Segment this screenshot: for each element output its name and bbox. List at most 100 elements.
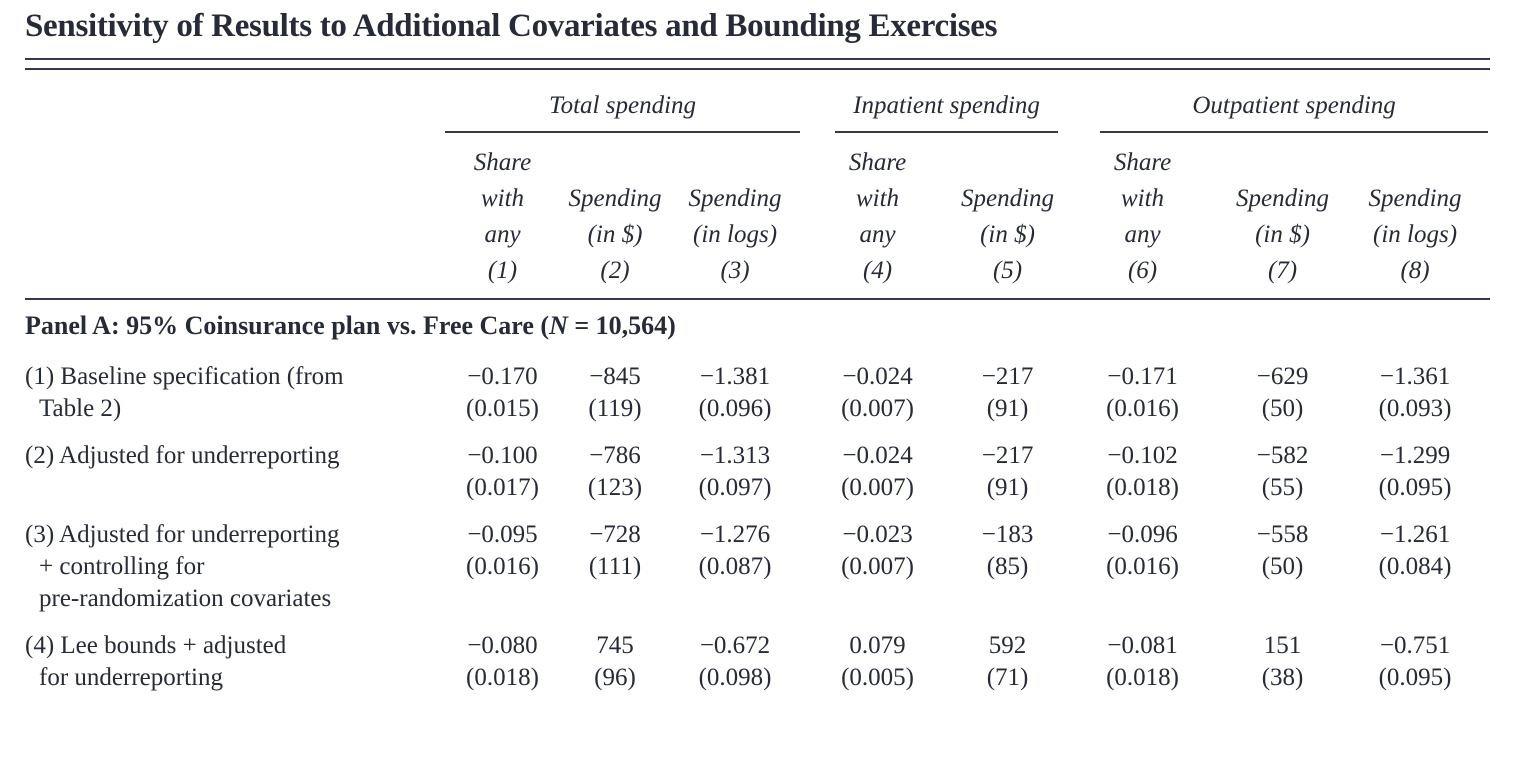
std-error: (0.016): [466, 553, 539, 580]
spanner-rule: [835, 131, 1059, 133]
std-error: (38): [1261, 664, 1304, 691]
estimate-cell: −0.170 (0.015): [445, 346, 560, 425]
std-error: (0.096): [698, 395, 772, 422]
spanner-total-spending: Total spending: [445, 76, 801, 133]
std-error: (91): [986, 395, 1029, 422]
column-header-line: Spending: [1236, 185, 1330, 212]
column-header-line: any: [859, 221, 896, 248]
estimate-cell: −0.023 (0.007): [800, 504, 955, 615]
estimate-value: −183: [981, 521, 1034, 548]
top-double-rule: [25, 58, 1490, 70]
estimate-value: −1.361: [1379, 363, 1451, 390]
estimate-value: 0.079: [849, 632, 906, 659]
std-error: (0.097): [698, 474, 772, 501]
column-header-line: (in logs): [693, 221, 778, 248]
estimate-value: −0.080: [467, 632, 538, 659]
std-error: (0.017): [466, 474, 539, 501]
row-label: (4) Lee bounds + adjusted for underrepor…: [25, 615, 445, 694]
std-error: (50): [1261, 553, 1304, 580]
estimate-cell: −0.080 (0.018): [445, 615, 560, 694]
table-title: Sensitivity of Results to Additional Cov…: [25, 8, 998, 44]
estimate-cell: −0.100 (0.017): [445, 425, 560, 504]
column-header-8: Spending (in logs) (8): [1340, 133, 1491, 300]
column-group-total-spending: Total spending: [445, 76, 801, 133]
std-error: (0.007): [841, 553, 914, 580]
column-header-line: with: [480, 185, 525, 212]
std-error: (91): [986, 474, 1029, 501]
estimate-cell: −629 (50): [1225, 346, 1340, 425]
column-header-4: Share with any (4): [800, 133, 956, 300]
estimate-cell: −728 (111): [560, 504, 670, 615]
estimate-cell: −0.024 (0.007): [800, 346, 955, 425]
column-header-line: Spending: [688, 185, 782, 212]
estimate-value: −845: [589, 363, 641, 390]
column-group-inpatient-spending: Inpatient spending: [800, 76, 1060, 133]
column-number: (2): [600, 257, 630, 284]
paper-table-page: Sensitivity of Results to Additional Cov…: [25, 8, 1491, 694]
column-number: (5): [992, 257, 1023, 284]
column-group-outpatient-spending: Outpatient spending: [1060, 76, 1490, 133]
estimate-cell: −0.751 (0.095): [1340, 615, 1490, 694]
std-error: (0.018): [1106, 664, 1179, 691]
estimate-value: −629: [1256, 363, 1309, 390]
estimate-value: −0.100: [467, 442, 538, 469]
estimate-value: −0.171: [1107, 363, 1178, 390]
column-header-line: with: [1120, 185, 1165, 212]
column-header-line: Share: [473, 149, 532, 176]
column-number: (4): [862, 257, 893, 284]
estimate-cell: 151 (38): [1225, 615, 1340, 694]
std-error: (0.005): [841, 664, 914, 691]
column-number: (3): [720, 257, 750, 284]
column-header-line: (in $): [980, 221, 1035, 248]
estimate-value: −0.023: [842, 521, 913, 548]
std-error: (0.087): [698, 553, 772, 580]
estimate-cell: −558 (50): [1225, 504, 1340, 615]
std-error: (0.098): [698, 664, 772, 691]
std-error: (85): [986, 553, 1029, 580]
panel-a-header: Panel A: 95% Coinsurance plan vs. Free C…: [25, 299, 1490, 346]
estimate-cell: −1.261 (0.084): [1340, 504, 1490, 615]
estimate-value: −1.261: [1379, 521, 1451, 548]
std-error: (0.018): [1106, 474, 1179, 501]
table-row-baseline: (1) Baseline specification (from Table 2…: [25, 346, 1490, 425]
column-header-line: Spending: [568, 185, 662, 212]
estimate-value: −0.095: [467, 521, 538, 548]
estimate-value: −0.751: [1379, 632, 1451, 659]
estimate-cell: −0.102 (0.018): [1060, 425, 1225, 504]
estimate-cell: −0.096 (0.016): [1060, 504, 1225, 615]
estimate-cell: −1.276 (0.087): [670, 504, 800, 615]
table-row-underreporting: (2) Adjusted for underreporting −0.100 (0…: [25, 425, 1490, 504]
column-header-line: any: [484, 221, 521, 248]
column-header-3: Spending (in logs) (3): [670, 133, 801, 300]
estimate-cell: −1.361 (0.093): [1340, 346, 1490, 425]
estimate-cell: −0.171 (0.016): [1060, 346, 1225, 425]
spanner-rule: [445, 131, 801, 133]
std-error: (0.095): [1378, 664, 1452, 691]
estimate-value: −0.672: [699, 632, 771, 659]
column-header-2: Spending (in $) (2): [560, 133, 670, 300]
estimate-value: −0.024: [842, 363, 913, 390]
row-label-line: + controlling for: [39, 553, 205, 580]
std-error: (0.093): [1378, 395, 1452, 422]
column-group-label: Inpatient spending: [853, 92, 1040, 119]
estimate-value: −0.096: [1107, 521, 1178, 548]
row-label: (2) Adjusted for underreporting: [25, 425, 445, 504]
std-error: (0.084): [1378, 553, 1452, 580]
estimate-cell: −0.672 (0.098): [670, 615, 800, 694]
column-group-header-row: Total spending Inpatient spending Outpat…: [25, 76, 1490, 133]
row-label-line: pre-randomization covariates: [39, 585, 332, 612]
std-error: (0.018): [466, 664, 539, 691]
row-label-line: Table 2): [39, 395, 122, 422]
estimate-value: 592: [988, 632, 1027, 659]
estimate-value: −1.381: [699, 363, 771, 390]
column-header-1: Share with any (1): [445, 133, 560, 300]
sample-size-symbol: N: [549, 311, 568, 340]
row-label: (1) Baseline specification (from Table 2…: [25, 346, 445, 425]
estimate-cell: −183 (85): [955, 504, 1060, 615]
column-number: (6): [1127, 257, 1158, 284]
column-header-line: any: [1124, 221, 1161, 248]
std-error: (0.007): [841, 395, 914, 422]
row-label-line: (1) Baseline specification (from: [25, 363, 344, 390]
table-row-lee-bounds: (4) Lee bounds + adjusted for underrepor…: [25, 615, 1490, 694]
std-error: (71): [986, 664, 1029, 691]
